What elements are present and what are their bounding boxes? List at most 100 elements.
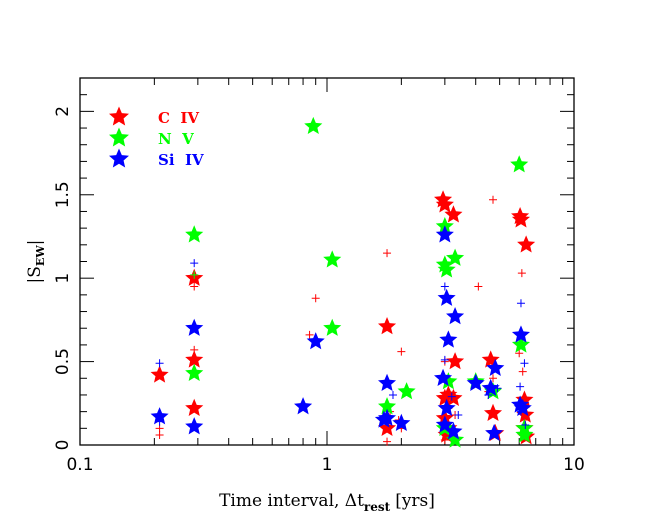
c-iv-star-marker [444, 388, 463, 406]
c-iv-star-marker [378, 418, 397, 436]
c-iv-plus-marker [383, 249, 392, 258]
c-iv-plus-marker [518, 367, 527, 376]
c-iv-star-marker [185, 350, 204, 368]
n-v-plus-marker [190, 270, 199, 279]
n-v-star-marker [378, 397, 397, 415]
n-v-star-marker [446, 430, 465, 448]
si-iv-star-marker [437, 288, 456, 306]
tick-labels: 0.1 1 10 0 0.5 1 1.5 2 [53, 106, 585, 475]
si-iv-star-marker [434, 368, 453, 386]
si-iv-star-marker [306, 332, 325, 350]
c-iv-plus-marker [155, 424, 164, 433]
si-iv-star-marker [446, 307, 465, 325]
si-iv-star-marker [392, 413, 411, 431]
y-axis-title: |SEW| [25, 240, 47, 284]
si-iv-plus-marker [155, 359, 164, 368]
si-iv-star-marker [374, 410, 393, 428]
y-axis-title-sub: EW [34, 245, 47, 266]
legend-n-v-label: N V [158, 130, 194, 148]
c-iv-plus-marker [515, 349, 524, 358]
si-iv-star-marker [150, 407, 169, 425]
x-tick-label: 10 [563, 455, 585, 475]
legend: C IV N V Si IV [109, 106, 204, 169]
si-iv-plus-marker [190, 259, 199, 268]
y-axis-title-main: |S [25, 266, 45, 283]
c-iv-star-marker [446, 352, 465, 370]
y-tick-label: 2 [53, 106, 73, 117]
si-iv-star-marker [486, 358, 505, 376]
c-iv-plus-marker [383, 437, 392, 446]
si-iv-plus-marker [388, 390, 397, 399]
c-iv-star-marker [483, 403, 503, 421]
c-iv-star-marker [185, 398, 204, 416]
si-iv-star-marker [185, 318, 204, 336]
n-v-star-marker [323, 250, 342, 268]
y-tick-label: 0 [53, 440, 73, 451]
c-iv-plus-marker [489, 374, 498, 383]
y-axis-title-end: | [25, 240, 45, 246]
si-iv-star-marker [185, 417, 204, 435]
c-iv-plus-marker [517, 269, 526, 278]
legend-c-iv-star [109, 106, 129, 126]
legend-c-iv-label: C IV [158, 109, 199, 127]
si-iv-star-marker [439, 330, 458, 348]
si-iv-star-marker [294, 397, 313, 415]
n-v-star-marker [323, 318, 342, 336]
c-iv-star-marker [517, 235, 536, 253]
c-iv-plus-marker [311, 294, 320, 303]
c-iv-star-marker [435, 195, 454, 213]
si-iv-star-marker [481, 378, 500, 396]
c-iv-star-marker [378, 317, 397, 335]
c-iv-plus-marker [190, 282, 199, 291]
si-iv-star-marker [513, 398, 532, 416]
si-iv-star-marker [378, 373, 397, 391]
data-points [150, 116, 536, 448]
c-iv-star-marker [444, 205, 463, 223]
n-v-star-marker [437, 260, 456, 278]
si-iv-star-marker [485, 423, 504, 442]
n-v-star-marker [397, 382, 416, 400]
si-iv-star-marker [435, 225, 454, 243]
x-axis-title-sub: rest [364, 500, 391, 514]
n-v-star-marker [439, 372, 458, 390]
si-iv-plus-marker [440, 282, 449, 291]
y-tick-label: 1 [53, 273, 73, 284]
c-iv-star-marker [511, 210, 531, 228]
c-iv-plus-marker [155, 430, 164, 439]
n-v-star-marker [185, 225, 204, 243]
si-iv-plus-marker [447, 392, 456, 401]
legend-si-iv-label: Si IV [158, 151, 204, 169]
si-iv-star-marker [437, 398, 456, 416]
c-iv-plus-marker [305, 330, 314, 339]
x-axis-title-unit: [yrs] [395, 491, 435, 511]
c-iv-plus-marker [397, 347, 406, 356]
c-iv-star-marker [150, 365, 169, 383]
legend-n-v-star [109, 127, 129, 147]
c-iv-plus-marker [489, 195, 498, 204]
n-v-star-marker [515, 425, 534, 443]
x-tick-label: 1 [322, 455, 333, 475]
n-v-star-marker [510, 155, 529, 173]
axis-titles: Time interval, Δtrest [yrs] |SEW| [25, 240, 435, 514]
n-v-star-marker [446, 248, 465, 266]
n-v-star-marker [511, 335, 531, 353]
x-axis-title: Time interval, Δtrest [yrs] [219, 491, 435, 514]
c-iv-plus-marker [474, 282, 483, 291]
si-iv-star-marker [511, 325, 531, 343]
n-v-star-marker [185, 363, 204, 381]
axis-ticks [79, 77, 574, 446]
si-iv-plus-marker [520, 359, 529, 368]
y-tick-label: 1.5 [53, 181, 73, 208]
x-tick-label: 0.1 [66, 455, 93, 475]
si-iv-plus-marker [440, 355, 449, 364]
y-tick-label: 0.5 [53, 348, 73, 375]
si-iv-star-marker [444, 422, 463, 440]
si-iv-plus-marker [454, 410, 463, 419]
n-v-star-marker [304, 116, 323, 135]
si-iv-star-marker [466, 373, 485, 391]
si-iv-plus-marker [516, 299, 525, 308]
si-iv-plus-marker [521, 420, 530, 429]
si-iv-plus-marker [516, 382, 525, 391]
x-axis-title-main: Time interval, Δt [219, 491, 364, 511]
